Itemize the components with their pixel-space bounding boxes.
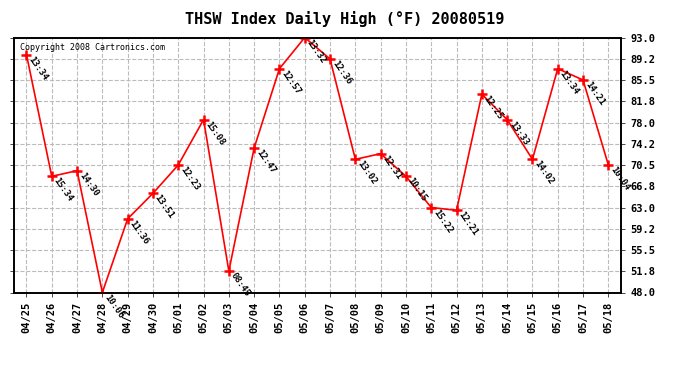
Text: 12:23: 12:23 (178, 165, 201, 192)
Text: 15:22: 15:22 (431, 207, 454, 235)
Text: 13:51: 13:51 (153, 194, 176, 220)
Text: 12:36: 12:36 (330, 59, 353, 86)
Text: 14:02: 14:02 (533, 159, 555, 186)
Text: 13:34: 13:34 (26, 54, 49, 82)
Text: 10:06: 10:06 (102, 292, 125, 320)
Text: 13:32: 13:32 (305, 38, 328, 64)
Text: 13:02: 13:02 (355, 159, 378, 186)
Text: 15:08: 15:08 (204, 120, 226, 147)
Text: Copyright 2008 Cartronics.com: Copyright 2008 Cartronics.com (20, 43, 165, 52)
Text: 12:25: 12:25 (482, 94, 504, 122)
Text: 10:04: 10:04 (609, 165, 631, 192)
Text: 14:21: 14:21 (583, 80, 606, 107)
Text: 12:47: 12:47 (254, 148, 277, 175)
Text: 14:30: 14:30 (77, 171, 100, 198)
Text: 15:34: 15:34 (52, 176, 75, 204)
Text: 08:45: 08:45 (229, 271, 252, 298)
Text: 11:36: 11:36 (128, 219, 150, 246)
Text: THSW Index Daily High (°F) 20080519: THSW Index Daily High (°F) 20080519 (186, 11, 504, 27)
Text: 10:15: 10:15 (406, 176, 428, 204)
Text: 12:31: 12:31 (381, 154, 404, 181)
Text: 12:21: 12:21 (457, 210, 480, 237)
Text: 13:33: 13:33 (507, 120, 530, 147)
Text: 12:57: 12:57 (279, 69, 302, 96)
Text: 13:34: 13:34 (558, 69, 580, 96)
